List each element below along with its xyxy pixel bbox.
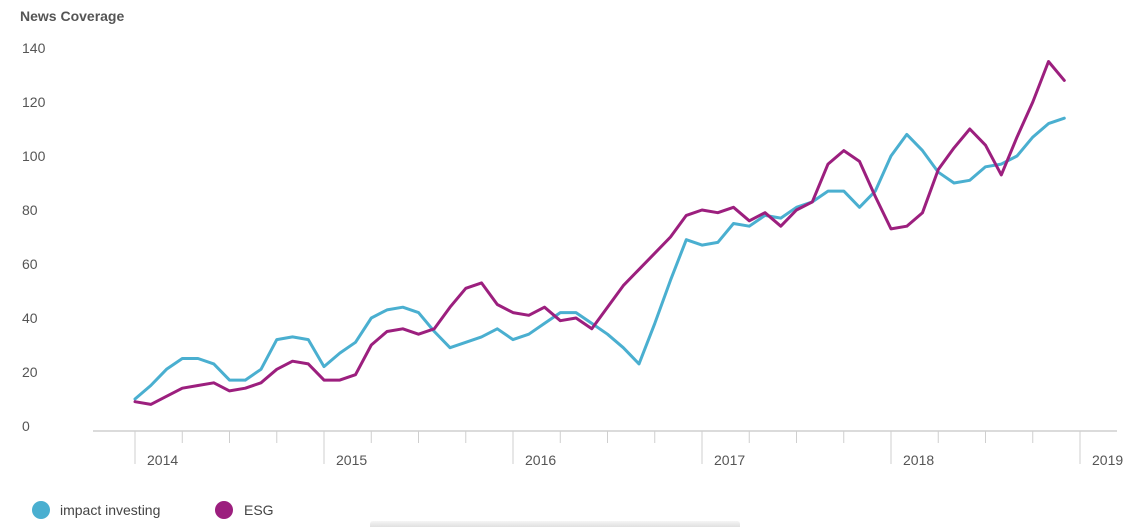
legend[interactable]: impact investing ESG — [32, 501, 274, 519]
y-axis-label: News Coverage — [20, 8, 124, 24]
x-tick-label: 2017 — [714, 452, 745, 468]
x-tick-label: 2018 — [903, 452, 934, 468]
legend-item-0[interactable]: impact investing — [32, 501, 160, 519]
legend-label: impact investing — [60, 502, 160, 518]
y-axis-ticks: 0 20 40 60 80 100 120 140 — [22, 40, 46, 434]
y-tick-label: 20 — [22, 364, 38, 380]
y-tick-label: 60 — [22, 256, 38, 272]
y-tick-label: 100 — [22, 148, 46, 164]
series-line-1 — [133, 60, 1066, 406]
x-tick-label: 2016 — [525, 452, 556, 468]
legend-item-1[interactable]: ESG — [215, 501, 274, 519]
x-tick-label: 2015 — [336, 452, 367, 468]
legend-label: ESG — [244, 502, 274, 518]
bottom-scroll-shadow — [370, 521, 740, 527]
x-tick-label: 2014 — [147, 452, 178, 468]
legend-swatch — [32, 501, 50, 519]
series-line-0 — [133, 116, 1066, 401]
series-layer — [133, 60, 1066, 406]
legend-swatch — [215, 501, 233, 519]
x-tick-label: 2019 — [1092, 452, 1123, 468]
y-tick-label: 80 — [22, 202, 38, 218]
y-tick-label: 140 — [22, 40, 46, 56]
y-tick-label: 0 — [22, 418, 30, 434]
y-tick-label: 40 — [22, 310, 38, 326]
x-axis: 2014 2015 2016 2017 2018 2019 — [93, 430, 1123, 468]
y-tick-label: 120 — [22, 94, 46, 110]
